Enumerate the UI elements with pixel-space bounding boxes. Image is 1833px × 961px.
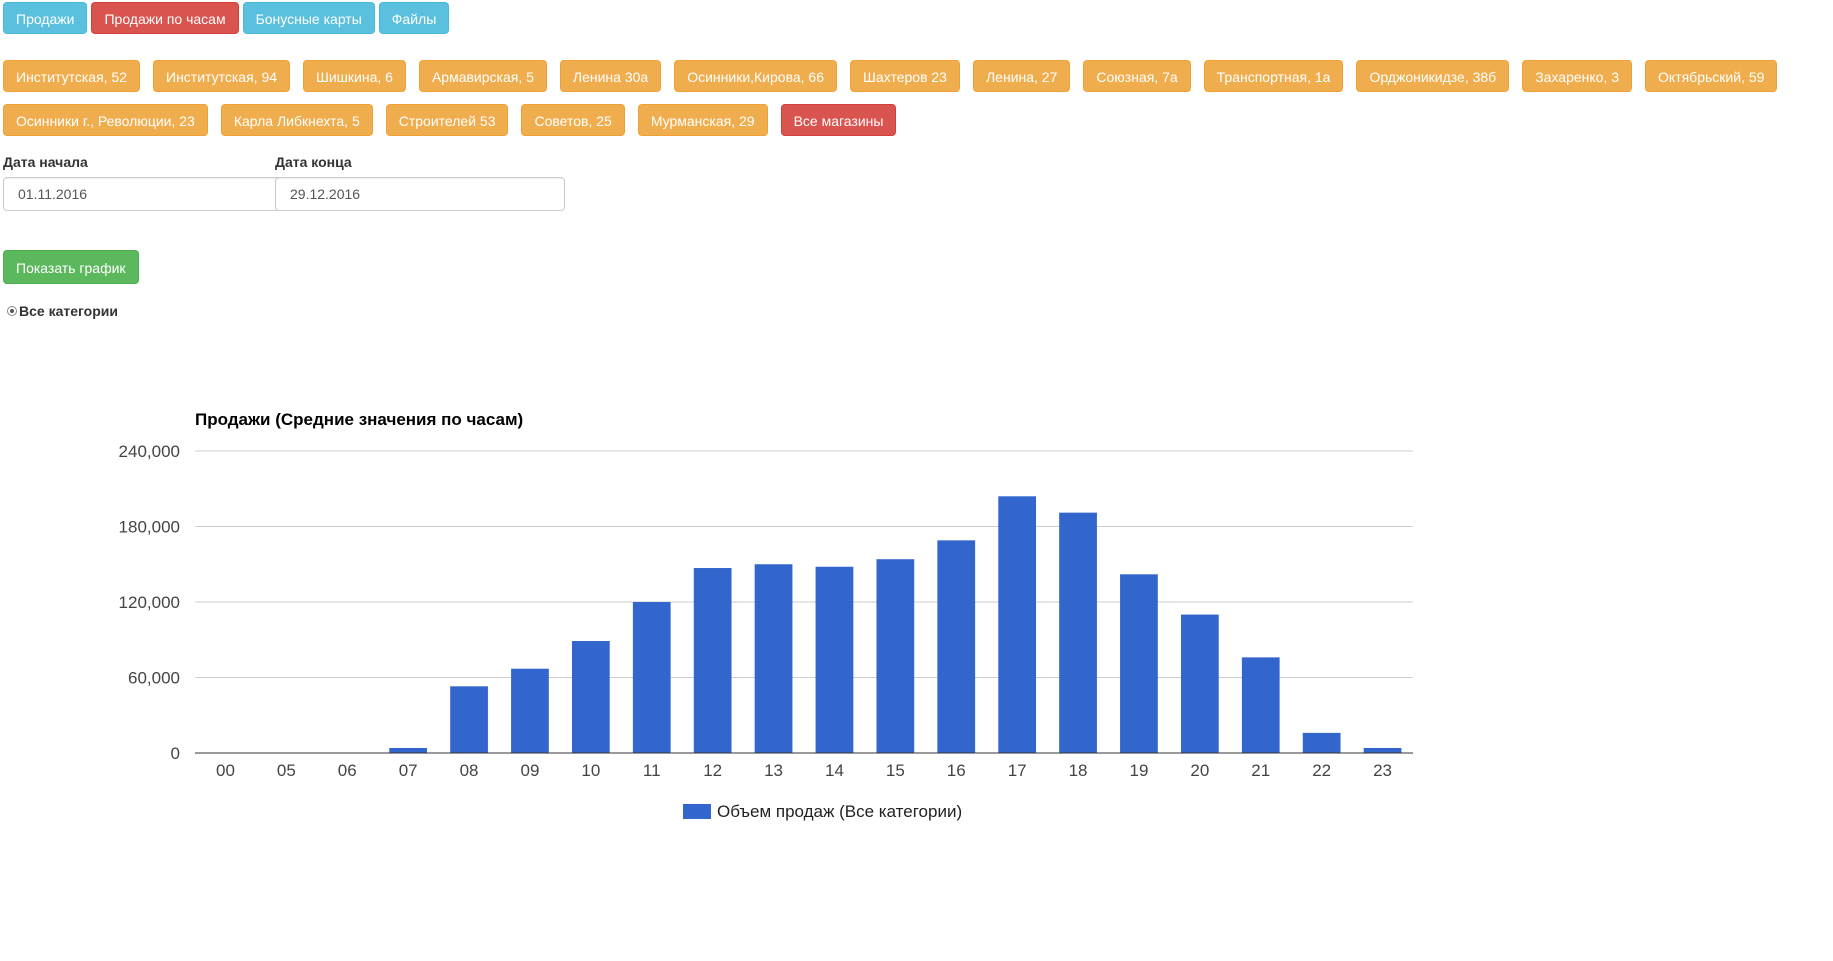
x-tick-label: 21 bbox=[1251, 761, 1270, 780]
bar-21 bbox=[1241, 657, 1280, 753]
store-button[interactable]: Мурманская, 29 bbox=[637, 104, 768, 136]
bar-23 bbox=[1363, 747, 1402, 753]
sales-by-hour-chart: Продажи (Средние значения по часам) 0 60,0… bbox=[119, 410, 1413, 821]
bar-11 bbox=[632, 602, 671, 753]
x-tick-label: 14 bbox=[825, 761, 844, 780]
bar-22 bbox=[1302, 732, 1341, 753]
store-list-row-1: Институтская, 52 Институтская, 94 Шишкина,… bbox=[3, 60, 1778, 92]
start-date-label: Дата начала bbox=[3, 154, 88, 170]
x-tick-label: 15 bbox=[886, 761, 905, 780]
nav-tab-1[interactable]: Продажи по часам bbox=[91, 2, 239, 34]
store-list-row-2: Осинники г., Революции, 23 Карла Либкнехт… bbox=[3, 104, 897, 136]
store-button[interactable]: Осинники г., Революции, 23 bbox=[3, 104, 208, 136]
store-button[interactable]: Союзная, 7а bbox=[1083, 60, 1191, 92]
y-tick-label: 0 bbox=[171, 744, 180, 763]
bar-20 bbox=[1180, 614, 1219, 753]
bar-09 bbox=[511, 668, 549, 753]
bar-15 bbox=[876, 559, 915, 753]
x-tick-label: 20 bbox=[1190, 761, 1209, 780]
store-button[interactable]: Осинники,Кирова, 66 bbox=[674, 60, 837, 92]
x-tick-label: 08 bbox=[460, 761, 479, 780]
bar-14 bbox=[815, 566, 854, 753]
bar-07 bbox=[389, 747, 428, 753]
store-button[interactable]: Шишкина, 6 bbox=[303, 60, 406, 92]
store-button[interactable]: Строителей 53 bbox=[385, 104, 509, 136]
end-date-label: Дата конца bbox=[275, 154, 352, 170]
x-tick-label: 06 bbox=[338, 761, 357, 780]
end-date-input[interactable] bbox=[275, 177, 565, 211]
bar-18 bbox=[1059, 512, 1097, 753]
category-option-all[interactable]: Все категории bbox=[7, 303, 118, 319]
bar-16 bbox=[937, 540, 976, 753]
x-tick-label: 11 bbox=[643, 761, 661, 780]
x-tick-label: 17 bbox=[1008, 761, 1027, 780]
x-tick-label: 16 bbox=[947, 761, 966, 780]
y-tick-label: 240,000 bbox=[119, 442, 180, 461]
x-tick-label: 12 bbox=[703, 761, 722, 780]
store-button[interactable]: Захаренко, 3 bbox=[1522, 60, 1633, 92]
x-tick-label: 10 bbox=[581, 761, 600, 780]
nav-tab-2[interactable]: Бонусные карты bbox=[242, 2, 375, 34]
y-tick-label: 180,000 bbox=[119, 518, 180, 537]
bar-10 bbox=[571, 641, 610, 753]
store-button[interactable]: Транспортная, 1а bbox=[1203, 60, 1344, 92]
x-tick-label: 07 bbox=[399, 761, 418, 780]
store-button[interactable]: Армавирская, 5 bbox=[418, 60, 547, 92]
start-date-input[interactable] bbox=[3, 177, 293, 211]
x-tick-label: 00 bbox=[216, 761, 235, 780]
store-button[interactable]: Орджоникидзе, 38б bbox=[1356, 60, 1510, 92]
legend-label: Объем продаж (Все категории) bbox=[717, 802, 962, 821]
bar-17 bbox=[998, 496, 1037, 753]
x-tick-label: 18 bbox=[1069, 761, 1088, 780]
show-chart-button[interactable]: Показать график bbox=[3, 250, 139, 284]
store-button[interactable]: Институтская, 52 bbox=[3, 60, 141, 92]
nav-tab-0[interactable]: Продажи bbox=[3, 2, 88, 34]
all-stores-button[interactable]: Все магазины bbox=[780, 104, 897, 136]
x-tick-label: 05 bbox=[277, 761, 296, 780]
nav-tab-3[interactable]: Файлы bbox=[378, 2, 450, 34]
radio-selected-icon[interactable] bbox=[7, 306, 17, 316]
store-button[interactable]: Советов, 25 bbox=[521, 104, 625, 136]
bar-12 bbox=[693, 568, 732, 753]
bar-08 bbox=[450, 686, 488, 753]
x-tick-label: 23 bbox=[1373, 761, 1392, 780]
store-button[interactable]: Ленина, 27 bbox=[972, 60, 1071, 92]
y-tick-label: 60,000 bbox=[128, 669, 180, 688]
y-tick-label: 120,000 bbox=[119, 593, 180, 612]
chart-title: Продажи (Средние значения по часам) bbox=[195, 410, 523, 429]
x-tick-label: 19 bbox=[1129, 761, 1148, 780]
legend-swatch bbox=[683, 804, 711, 819]
store-button[interactable]: Октябрьский, 59 bbox=[1645, 60, 1778, 92]
x-tick-label: 13 bbox=[764, 761, 783, 780]
store-button[interactable]: Шахтеров 23 bbox=[850, 60, 960, 92]
bar-13 bbox=[754, 564, 793, 753]
store-button[interactable]: Карла Либкнехта, 5 bbox=[220, 104, 373, 136]
category-label: Все категории bbox=[19, 303, 118, 319]
x-tick-label: 09 bbox=[520, 761, 539, 780]
store-button[interactable]: Ленина 30а bbox=[559, 60, 662, 92]
store-button[interactable]: Институтская, 94 bbox=[153, 60, 291, 92]
top-nav: Продажи Продажи по часам Бонусные карты Фай… bbox=[3, 2, 450, 34]
bar-19 bbox=[1120, 574, 1158, 753]
x-tick-label: 22 bbox=[1312, 761, 1331, 780]
